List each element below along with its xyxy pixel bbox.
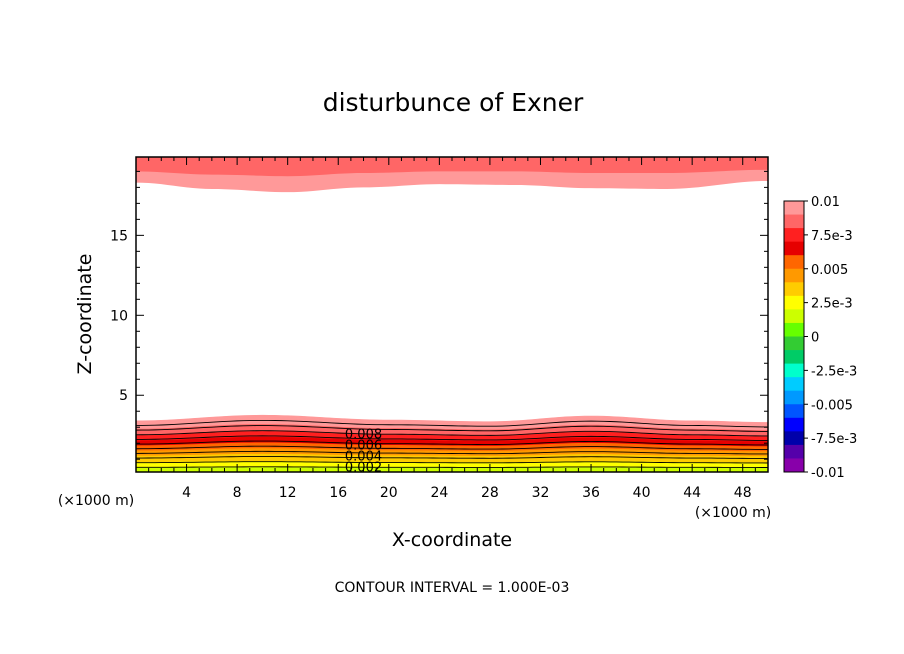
colorbar-label: 0 [811,331,819,346]
x-tick-label: 44 [683,485,701,501]
colorbar-segment [784,214,804,229]
colorbar-segment [784,282,804,297]
colorbar-segment [784,417,804,432]
x-unit-right: (×1000 m) [695,505,771,521]
colorbar: 0.01 7.5e-3 0.005 2.5e-3 0 -2.5e-3 -0.005 -7.5e… [783,195,857,481]
colorbar-segment [784,255,804,270]
colorbar-label: -2.5e-3 [811,364,857,379]
x-tick-label: 24 [430,485,448,501]
x-tick-label: 36 [582,485,600,501]
x-ticks: 4 8 12 16 20 24 28 32 36 40 44 48 [148,157,756,501]
colorbar-segment [784,444,804,459]
colorbar-segment [784,350,804,364]
contour-label: 0.006 [345,438,382,453]
x-tick-label: 8 [233,485,242,501]
contour-label: 0.008 [345,427,382,442]
contour-label: 0.004 [345,449,382,464]
y-tick-label: 15 [110,228,128,244]
chart-title: disturbunce of Exner [323,88,584,117]
y-axis-title: Z-coordinate [74,254,96,375]
colorbar-segment [784,309,804,324]
contour-lines [135,419,769,468]
colorbar-segment [784,458,804,473]
colorbar-segment [784,268,804,283]
colorbar-segment [784,377,804,392]
colorbar-label: -0.01 [811,466,845,481]
x-tick-label: 16 [329,485,347,501]
contour-line [135,466,769,468]
colorbar-label: 0.005 [811,263,848,278]
contour-line [135,435,769,441]
colorbar-label: 2.5e-3 [811,297,853,312]
contour-line [135,430,769,437]
contour-line [135,456,769,459]
colorbar-label: -0.005 [811,398,853,413]
x-tick-label: 32 [532,485,550,501]
contour-line [135,461,769,464]
x-tick-label: 28 [481,485,499,501]
colorbar-label: 7.5e-3 [811,229,853,244]
upper-layer [136,157,768,193]
colorbar-segment [784,241,804,256]
colorbar-segment [784,228,804,243]
contour-interval-note: CONTOUR INTERVAL = 1.000E-03 [335,580,570,596]
x-tick-label: 40 [633,485,651,501]
colorbar-label: -7.5e-3 [811,432,857,447]
colorbar-segment [784,336,804,351]
x-unit-left: (×1000 m) [58,493,134,509]
colorbar-segment [784,431,804,446]
contour-line [135,419,769,428]
colorbar-segment [784,295,804,310]
colorbar-segment [784,404,804,419]
colorbar-segment [784,322,804,337]
contour-label: 0.002 [345,460,382,475]
contour-line [135,425,769,432]
x-tick-label: 48 [734,485,752,501]
colorbar-segment [784,363,804,378]
colorbar-label: 0.01 [811,195,840,210]
x-tick-label: 12 [279,485,297,501]
contour-line [135,445,769,450]
x-tick-label: 20 [380,485,398,501]
colorbar-segment [784,390,804,405]
upper-band-inner [136,157,768,177]
x-axis-title: X-coordinate [392,529,512,551]
y-ticks: 5 10 15 [110,170,768,460]
y-tick-label: 10 [110,308,128,324]
y-tick-label: 5 [119,388,128,404]
contour-line [135,450,769,455]
colorbar-segment [784,201,804,215]
x-tick-label: 4 [182,485,191,501]
contour-line [135,440,769,446]
